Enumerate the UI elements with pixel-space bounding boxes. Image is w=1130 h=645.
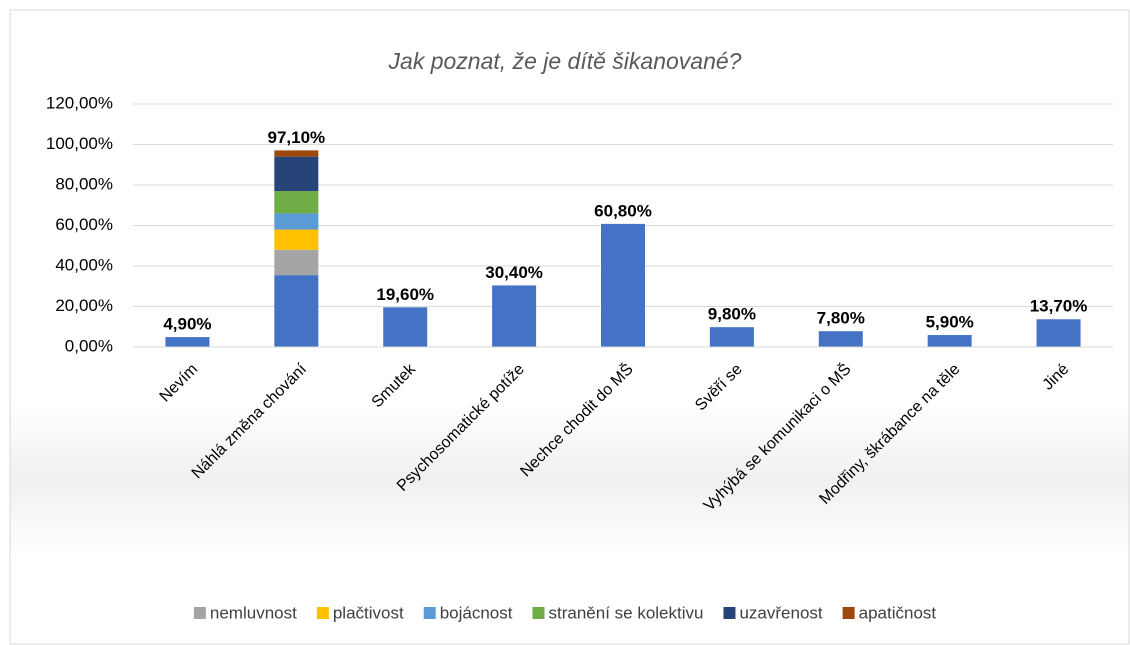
- y-tick-label: 60,00%: [55, 215, 113, 234]
- legend-label: apatičnost: [859, 603, 937, 622]
- bar-segment: [274, 156, 319, 192]
- data-label: 13,70%: [1030, 297, 1088, 316]
- legend-swatch: [842, 607, 855, 619]
- legend-swatch: [193, 607, 206, 619]
- data-label: 7,80%: [817, 309, 865, 328]
- bar-segment: [274, 213, 319, 230]
- legend-swatch: [316, 607, 329, 619]
- bar-segment: [927, 335, 972, 347]
- legend-swatch: [423, 607, 436, 619]
- data-label: 97,10%: [267, 128, 325, 147]
- bar-segment: [274, 249, 319, 276]
- bar-segment: [274, 150, 319, 157]
- chart-title: Jak poznat, že je dítě šikanované?: [388, 48, 742, 74]
- data-label: 5,90%: [926, 313, 974, 332]
- legend-label: stranění se kolektivu: [548, 603, 703, 622]
- y-tick-label: 40,00%: [55, 255, 113, 274]
- bar-segment: [274, 229, 319, 250]
- bar-segment: [601, 223, 645, 347]
- legend-swatch: [723, 607, 736, 619]
- y-tick-label: 80,00%: [55, 174, 113, 193]
- legend-label: nemluvnost: [210, 603, 297, 622]
- bar-segment: [818, 331, 863, 347]
- bar-segment: [274, 191, 319, 214]
- data-label: 60,80%: [594, 201, 652, 220]
- bar-segment: [1036, 319, 1081, 347]
- legend-label: plačtivost: [333, 603, 404, 622]
- legend: nemluvnost plačtivost bojácnost stranění se…: [193, 603, 937, 622]
- data-label: 4,90%: [163, 315, 211, 334]
- data-label: 19,60%: [376, 285, 434, 304]
- y-tick-label: 120,00%: [46, 93, 113, 112]
- y-tick-label: 0,00%: [65, 336, 113, 355]
- bar-segment: [709, 327, 754, 347]
- legend-label: uzavřenost: [739, 603, 822, 622]
- chart-frame: [9, 9, 1130, 645]
- y-tick-label: 100,00%: [46, 134, 113, 153]
- bar-segment: [165, 337, 210, 347]
- data-label: 30,40%: [485, 263, 543, 282]
- bar-segment: [383, 307, 428, 347]
- data-label: 9,80%: [708, 305, 756, 324]
- legend-swatch: [532, 607, 545, 619]
- y-tick-label: 20,00%: [55, 296, 113, 315]
- legend-label: bojácnost: [440, 603, 513, 622]
- bar-segment: [492, 285, 537, 347]
- bar-segment: [274, 275, 319, 347]
